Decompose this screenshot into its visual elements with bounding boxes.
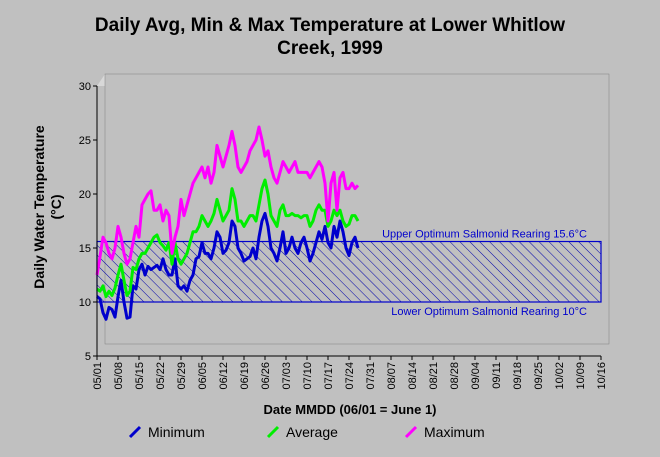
chart-title: Daily Avg, Min & Max Temperature at Lowe…: [94, 15, 566, 59]
legend-item-average: Average: [266, 424, 338, 440]
series-line-average: [96, 178, 360, 299]
x-tick-label: 08/14: [407, 362, 419, 390]
x-tick-label: 10/16: [596, 362, 608, 390]
chart-legend: Minimum Average Maximum: [0, 424, 660, 444]
y-tick-label: 15: [79, 243, 91, 255]
legend-label-minimum: Minimum: [148, 424, 205, 440]
x-tick-label: 05/01: [92, 362, 104, 390]
x-tick-label: 10/09: [575, 362, 587, 390]
legend-label-average: Average: [286, 424, 338, 440]
series-line-maximum: [95, 125, 360, 276]
y-tick-label: 25: [79, 135, 91, 147]
x-tick-label: 06/05: [197, 362, 209, 390]
y-tick-label: 10: [79, 297, 91, 309]
x-tick-label: 06/26: [260, 362, 272, 390]
x-tick-label: 09/04: [470, 362, 482, 390]
x-tick-label: 07/03: [281, 362, 293, 390]
legend-item-maximum: Maximum: [404, 424, 485, 440]
x-tick-label: 08/07: [386, 362, 398, 390]
lower-optimum-label: Lower Optimum Salmonid Rearing 10°C: [391, 306, 587, 318]
x-tick-label: 09/18: [512, 362, 524, 390]
y-tick-label: 20: [79, 189, 91, 201]
x-tick-label: 09/25: [533, 362, 545, 390]
series-line-minimum: [96, 211, 360, 321]
x-tick-label: 05/08: [113, 362, 125, 390]
y-tick-label: 5: [85, 351, 91, 363]
x-tick-label: 07/31: [365, 362, 377, 390]
y-tick-label: 30: [79, 81, 91, 93]
x-tick-label: 08/28: [449, 362, 461, 390]
x-tick-label: 10/02: [554, 362, 566, 390]
x-tick-label: 08/21: [428, 362, 440, 390]
legend-label-maximum: Maximum: [424, 424, 485, 440]
x-tick-label: 05/29: [176, 362, 188, 390]
x-tick-label: 09/11: [491, 362, 503, 389]
x-tick-label: 05/15: [134, 362, 146, 390]
x-tick-label: 07/10: [302, 362, 314, 390]
x-tick-label: 05/22: [155, 362, 167, 390]
x-tick-label: 06/12: [218, 362, 230, 390]
x-axis-label: Date MMDD (06/01 = June 1): [263, 402, 437, 417]
upper-optimum-label: Upper Optimum Salmonid Rearing 15.6°C: [382, 229, 587, 241]
legend-item-minimum: Minimum: [128, 424, 205, 440]
x-tick-label: 07/17: [323, 362, 335, 390]
x-tick-label: 07/24: [344, 362, 356, 390]
x-tick-label: 06/19: [239, 362, 251, 390]
